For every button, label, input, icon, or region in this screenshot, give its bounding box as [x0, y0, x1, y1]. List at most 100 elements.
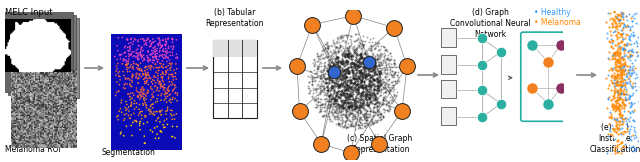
- Point: [353, 91, 364, 93]
- Point: [369, 88, 379, 91]
- Point: [382, 80, 392, 82]
- Point: [355, 98, 365, 100]
- Point: [333, 51, 344, 54]
- Point: [327, 80, 337, 82]
- Point: [146, 104, 156, 106]
- Point: [141, 104, 152, 107]
- Point: [612, 81, 622, 83]
- Point: [328, 69, 339, 71]
- Point: [373, 111, 383, 114]
- Point: [389, 62, 399, 65]
- Point: [333, 84, 344, 86]
- Point: [314, 100, 324, 103]
- Point: [621, 26, 631, 29]
- Point: [156, 82, 166, 85]
- Point: [601, 76, 611, 79]
- Point: [358, 95, 368, 98]
- Point: [310, 87, 321, 90]
- Point: [358, 106, 369, 109]
- Point: [340, 69, 350, 71]
- Point: [308, 62, 318, 65]
- Point: [349, 82, 360, 84]
- Point: [353, 78, 364, 81]
- Point: [341, 92, 351, 94]
- Point: [612, 104, 623, 107]
- Point: [374, 143, 384, 145]
- Point: [606, 89, 616, 92]
- Point: [380, 94, 390, 97]
- Point: [324, 105, 335, 108]
- Point: [604, 51, 614, 53]
- Point: [380, 72, 390, 75]
- Point: [353, 109, 363, 111]
- Point: [356, 60, 366, 63]
- Point: [346, 94, 356, 97]
- Point: [388, 63, 399, 66]
- Point: [367, 64, 377, 66]
- Point: [387, 73, 397, 76]
- Point: [139, 92, 149, 95]
- Point: [329, 115, 339, 117]
- Point: [356, 79, 366, 82]
- Point: [372, 92, 382, 94]
- Point: [357, 91, 367, 94]
- Point: [369, 122, 379, 125]
- Point: [372, 100, 382, 103]
- Point: [361, 88, 371, 91]
- Point: [364, 91, 374, 93]
- Point: [613, 89, 623, 92]
- Point: [324, 67, 334, 69]
- Point: [342, 99, 352, 101]
- Point: [341, 95, 351, 98]
- Point: [607, 39, 618, 41]
- Point: [307, 80, 317, 82]
- Point: [390, 94, 401, 97]
- Point: [380, 90, 390, 93]
- Point: [113, 75, 124, 77]
- Point: [357, 83, 367, 86]
- Point: [164, 94, 174, 97]
- Point: [344, 87, 355, 89]
- Point: [375, 72, 385, 75]
- Point: [147, 103, 157, 105]
- Point: [362, 84, 372, 86]
- Point: [356, 52, 366, 55]
- Point: [354, 99, 364, 102]
- Point: [155, 47, 165, 50]
- Point: [342, 115, 353, 117]
- Point: [356, 93, 366, 96]
- Point: [372, 101, 382, 104]
- Point: [609, 20, 619, 22]
- Point: [327, 57, 337, 60]
- Point: [326, 94, 337, 97]
- Point: [615, 51, 625, 54]
- Point: [328, 61, 338, 64]
- Point: [360, 86, 371, 88]
- Point: [356, 55, 367, 58]
- Point: [342, 72, 353, 74]
- Point: [357, 49, 367, 52]
- Point: [362, 94, 372, 97]
- Point: [337, 74, 348, 77]
- Point: [142, 54, 152, 57]
- Point: [317, 49, 328, 52]
- Point: [360, 119, 371, 122]
- Point: [612, 38, 623, 40]
- Point: [344, 93, 354, 95]
- Point: [369, 68, 380, 71]
- Point: [371, 102, 381, 104]
- Point: [138, 102, 148, 105]
- Point: [348, 118, 358, 121]
- Point: [616, 90, 627, 93]
- Point: [159, 99, 169, 101]
- Point: [331, 53, 341, 56]
- Point: [374, 70, 385, 72]
- Point: [337, 58, 348, 61]
- Point: [330, 48, 340, 50]
- Point: [133, 96, 143, 98]
- Point: [356, 62, 367, 64]
- Point: [330, 60, 340, 63]
- Point: [349, 82, 359, 85]
- Point: [358, 46, 368, 48]
- Point: [111, 74, 121, 76]
